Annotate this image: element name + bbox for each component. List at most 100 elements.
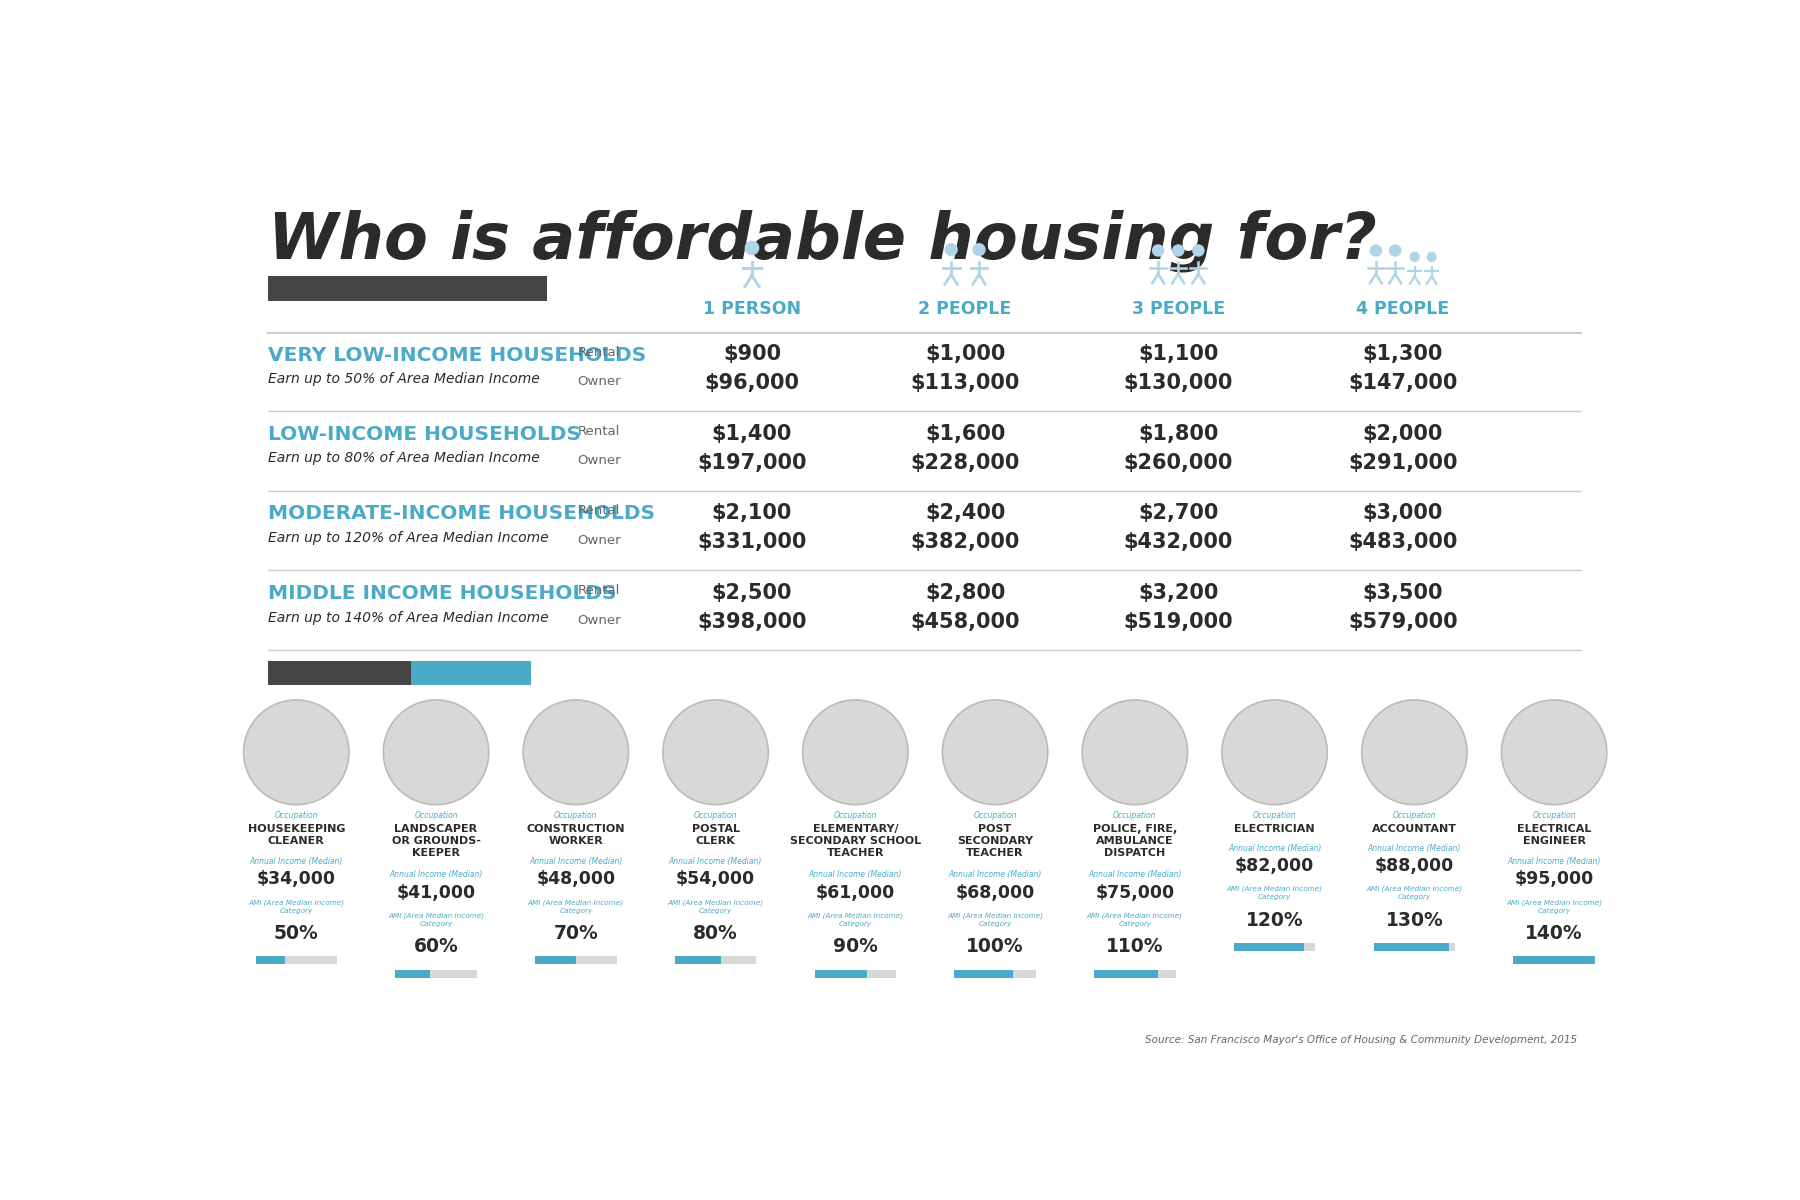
Text: $68,000: $68,000 — [956, 883, 1035, 901]
Ellipse shape — [1501, 700, 1607, 805]
Text: 2 PEOPLE: 2 PEOPLE — [918, 300, 1012, 318]
FancyBboxPatch shape — [815, 970, 896, 978]
Text: AMI (Area Median Income)
Category: AMI (Area Median Income) Category — [806, 913, 904, 926]
Text: 60%: 60% — [414, 937, 459, 956]
Text: Earn up to 140% of Area Median Income: Earn up to 140% of Area Median Income — [268, 611, 549, 625]
Text: Source: San Francisco Mayor's Office of Housing & Community Development, 2015: Source: San Francisco Mayor's Office of … — [1145, 1034, 1577, 1045]
Text: 90%: 90% — [833, 937, 878, 956]
Text: Occupation: Occupation — [833, 811, 877, 820]
Text: $130,000: $130,000 — [1123, 373, 1233, 394]
Text: 130%: 130% — [1386, 911, 1444, 930]
Text: $260,000: $260,000 — [1123, 452, 1233, 473]
Text: $1,800: $1,800 — [1138, 424, 1219, 444]
Text: $483,000: $483,000 — [1348, 532, 1458, 552]
Text: Annual Income (Median): Annual Income (Median) — [949, 870, 1042, 880]
FancyBboxPatch shape — [1373, 943, 1454, 950]
Ellipse shape — [1390, 245, 1402, 257]
Text: $54,000: $54,000 — [677, 870, 756, 888]
Text: MODERATE-INCOME HOUSEHOLDS: MODERATE-INCOME HOUSEHOLDS — [268, 504, 655, 523]
Text: AMI (Area Median Income)
Category: AMI (Area Median Income) Category — [1226, 886, 1323, 900]
Text: Occupation: Occupation — [1253, 811, 1296, 820]
FancyBboxPatch shape — [1094, 970, 1175, 978]
FancyBboxPatch shape — [675, 956, 756, 964]
Text: $82,000: $82,000 — [1235, 857, 1314, 875]
Text: AMI (Area Median Income)
Category: AMI (Area Median Income) Category — [527, 899, 625, 913]
Text: AMI (Area Median Income)
Category: AMI (Area Median Income) Category — [1507, 899, 1602, 913]
Text: Earn up to 120% of Area Median Income: Earn up to 120% of Area Median Income — [268, 530, 549, 545]
Text: 100%: 100% — [967, 937, 1024, 956]
Text: $75,000: $75,000 — [1094, 883, 1174, 901]
Ellipse shape — [1427, 252, 1436, 262]
Text: $3,200: $3,200 — [1138, 583, 1219, 602]
Text: $197,000: $197,000 — [697, 452, 806, 473]
Text: Annual Income (Median): Annual Income (Median) — [389, 870, 482, 880]
Text: $458,000: $458,000 — [911, 612, 1021, 632]
FancyBboxPatch shape — [256, 956, 284, 964]
Text: Occupation: Occupation — [1532, 811, 1575, 820]
Ellipse shape — [945, 244, 958, 257]
Text: Owner: Owner — [578, 613, 621, 626]
FancyBboxPatch shape — [535, 956, 576, 964]
Ellipse shape — [972, 244, 986, 257]
Ellipse shape — [1192, 245, 1204, 257]
Text: ANNUAL INCOME,: ANNUAL INCOME, — [275, 666, 407, 679]
Text: $3,500: $3,500 — [1363, 583, 1444, 602]
Text: Earn up to 50% of Area Median Income: Earn up to 50% of Area Median Income — [268, 372, 540, 386]
Text: $2,400: $2,400 — [925, 503, 1006, 523]
Text: $519,000: $519,000 — [1123, 612, 1233, 632]
Text: POSTAL
CLERK: POSTAL CLERK — [691, 824, 740, 846]
FancyBboxPatch shape — [410, 661, 531, 684]
Text: Occupation: Occupation — [974, 811, 1017, 820]
Text: CONSTRUCTION
WORKER: CONSTRUCTION WORKER — [527, 824, 625, 846]
FancyBboxPatch shape — [815, 970, 868, 978]
Text: ELECTRICAL
ENGINEER: ELECTRICAL ENGINEER — [1517, 824, 1591, 846]
Text: Earn up to 80% of Area Median Income: Earn up to 80% of Area Median Income — [268, 451, 540, 466]
Text: Who is affordable housing for?: Who is affordable housing for? — [268, 210, 1377, 272]
Text: $291,000: $291,000 — [1348, 452, 1458, 473]
Text: Occupation: Occupation — [1112, 811, 1157, 820]
Text: $2,100: $2,100 — [711, 503, 792, 523]
Text: POLICE, FIRE,
AMBULANCE
DISPATCH: POLICE, FIRE, AMBULANCE DISPATCH — [1093, 824, 1177, 858]
Ellipse shape — [662, 700, 769, 805]
Text: $579,000: $579,000 — [1348, 612, 1458, 632]
Text: $1,000: $1,000 — [925, 344, 1006, 365]
FancyBboxPatch shape — [396, 970, 477, 978]
FancyBboxPatch shape — [256, 956, 337, 964]
Text: Annual Income (Median): Annual Income (Median) — [1228, 844, 1321, 852]
Ellipse shape — [943, 700, 1048, 805]
Text: ELEMENTARY/
SECONDARY SCHOOL
TEACHER: ELEMENTARY/ SECONDARY SCHOOL TEACHER — [790, 824, 922, 858]
FancyBboxPatch shape — [1514, 956, 1595, 964]
Text: AFFORDABLE RENTS AND SALES PRICES: AFFORDABLE RENTS AND SALES PRICES — [277, 282, 576, 294]
Text: Occupation: Occupation — [275, 811, 319, 820]
Text: LOW-INCOME HOUSEHOLDS: LOW-INCOME HOUSEHOLDS — [268, 425, 581, 444]
Text: $398,000: $398,000 — [697, 612, 806, 632]
Text: 120%: 120% — [1246, 911, 1303, 930]
Ellipse shape — [383, 700, 490, 805]
Text: $147,000: $147,000 — [1348, 373, 1458, 394]
FancyBboxPatch shape — [268, 276, 547, 301]
Text: $88,000: $88,000 — [1375, 857, 1454, 875]
Ellipse shape — [1222, 700, 1327, 805]
Text: $1,600: $1,600 — [925, 424, 1006, 444]
Text: $1,100: $1,100 — [1138, 344, 1219, 365]
Text: AMI (Area Median Income)
Category: AMI (Area Median Income) Category — [1366, 886, 1462, 900]
Text: MIDDLE INCOME HOUSEHOLDS: MIDDLE INCOME HOUSEHOLDS — [268, 584, 616, 604]
Text: Occupation: Occupation — [414, 811, 457, 820]
Ellipse shape — [745, 241, 760, 256]
Ellipse shape — [1361, 700, 1467, 805]
Text: $432,000: $432,000 — [1123, 532, 1233, 552]
Text: ELECTRICIAN: ELECTRICIAN — [1235, 824, 1316, 834]
Ellipse shape — [1082, 700, 1188, 805]
Text: AMI (Area Median Income)
Category: AMI (Area Median Income) Category — [389, 913, 484, 926]
Text: VERY LOW-INCOME HOUSEHOLDS: VERY LOW-INCOME HOUSEHOLDS — [268, 346, 646, 365]
FancyBboxPatch shape — [1235, 943, 1316, 950]
Text: Rental: Rental — [578, 425, 619, 438]
Text: Annual Income (Median): Annual Income (Median) — [1368, 844, 1462, 852]
Text: 70%: 70% — [553, 924, 598, 943]
Text: Rental: Rental — [578, 584, 619, 598]
Text: AMI (Area Median Income)
Category: AMI (Area Median Income) Category — [947, 913, 1044, 926]
Text: Annual Income (Median): Annual Income (Median) — [250, 857, 344, 866]
Text: Annual Income (Median): Annual Income (Median) — [808, 870, 902, 880]
Text: Occupation: Occupation — [693, 811, 738, 820]
Text: Owner: Owner — [578, 534, 621, 547]
